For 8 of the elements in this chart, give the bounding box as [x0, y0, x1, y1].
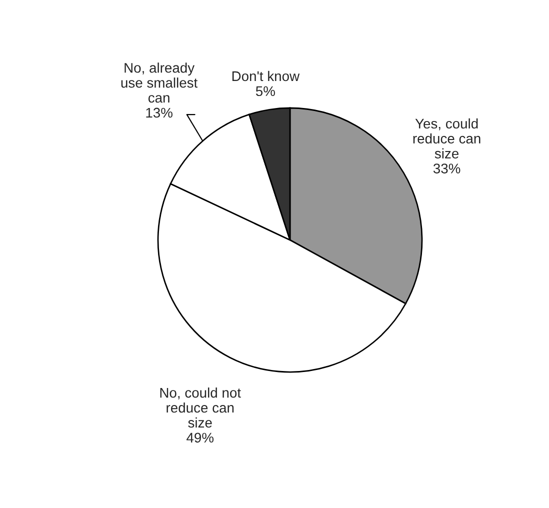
slice-label: No, already use smallest can — [121, 62, 198, 103]
data-label: 33% — [433, 164, 460, 174]
slice-label: No, could not reduce can size — [160, 388, 241, 428]
slice-label: Yes, could reduce can size — [413, 118, 480, 158]
data-label: 13% — [146, 108, 172, 118]
data-label: 49% — [186, 432, 214, 443]
data-label: 5% — [256, 86, 275, 96]
slice-label: Don't know — [232, 70, 300, 82]
